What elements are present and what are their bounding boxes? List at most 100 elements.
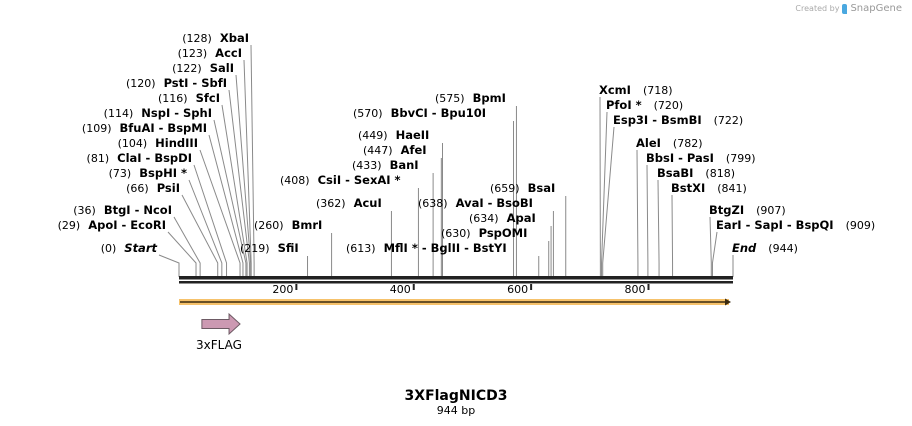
cut-site-hindiii[interactable]: HindIII (104) bbox=[118, 136, 198, 150]
site-position: (219) bbox=[240, 242, 270, 255]
cut-site-nspi[interactable]: NspI - SphI (114) bbox=[104, 106, 212, 120]
site-name: NspI - SphI bbox=[141, 106, 212, 120]
site-position: (109) bbox=[82, 122, 112, 135]
tick-label: 600 bbox=[507, 283, 528, 296]
site-position: (447) bbox=[363, 144, 393, 157]
cut-site-pspomi[interactable]: (630) PspOMI bbox=[441, 226, 527, 240]
site-name: PstI - SbfI bbox=[164, 76, 227, 90]
cut-site-xcmi[interactable]: XcmI (718) bbox=[599, 83, 673, 97]
site-name: AccI bbox=[215, 46, 242, 60]
cut-site-csii[interactable]: (408) CsiI - SexAI * bbox=[280, 173, 401, 187]
site-position: (613) bbox=[346, 242, 376, 255]
site-position: (659) bbox=[490, 182, 520, 195]
site-name: PspOMI bbox=[479, 226, 528, 240]
site-name: SalI bbox=[210, 61, 234, 75]
site-position: (841) bbox=[717, 182, 747, 195]
site-name: ClaI - BspDI bbox=[117, 151, 192, 165]
site-position: (718) bbox=[643, 84, 673, 97]
site-name: BmrI bbox=[292, 218, 323, 232]
site-position: (116) bbox=[158, 92, 188, 105]
cut-site-psti[interactable]: PstI - SbfI (120) bbox=[126, 76, 227, 90]
cut-site-bsai[interactable]: (659) BsaI bbox=[490, 181, 555, 195]
site-position: (0) bbox=[101, 242, 117, 255]
site-position: (408) bbox=[280, 174, 310, 187]
site-position: (944) bbox=[768, 242, 798, 255]
cut-site-bstxi[interactable]: BstXI (841) bbox=[671, 181, 747, 195]
snapgene-credit: Created by SnapGene bbox=[795, 3, 902, 14]
cut-site-clai[interactable]: ClaI - BspDI (81) bbox=[87, 151, 192, 165]
site-name: AleI bbox=[636, 136, 661, 150]
cut-site-sfci[interactable]: SfcI (116) bbox=[158, 91, 220, 105]
cut-site-bbsi[interactable]: BbsI - PasI (799) bbox=[646, 151, 756, 165]
site-position: (128) bbox=[182, 32, 212, 45]
site-position: (433) bbox=[352, 159, 382, 172]
orf-arrow[interactable] bbox=[179, 298, 731, 306]
cut-site-pfoi[interactable]: PfoI * (720) bbox=[606, 98, 683, 112]
cut-site-bani[interactable]: (433) BanI bbox=[352, 158, 419, 172]
site-position: (630) bbox=[441, 227, 471, 240]
site-name: AvaI - BsoBI bbox=[456, 196, 533, 210]
cut-site-start[interactable]: Start (0) bbox=[101, 241, 158, 255]
site-name: AcuI bbox=[354, 196, 382, 210]
cut-site-apoi[interactable]: ApoI - EcoRI (29) bbox=[58, 218, 166, 232]
site-name: BfuAI - BspMI bbox=[120, 121, 207, 135]
cut-site-bmri[interactable]: (260) BmrI bbox=[254, 218, 322, 232]
tick-label: 800 bbox=[624, 283, 645, 296]
cut-site-eari[interactable]: EarI - SapI - BspQI (909) bbox=[716, 218, 875, 232]
tick-label: 400 bbox=[390, 283, 411, 296]
cut-site-bfuai[interactable]: BfuAI - BspMI (109) bbox=[82, 121, 207, 135]
cut-site-haeii[interactable]: (449) HaeII bbox=[358, 128, 429, 142]
site-position: (120) bbox=[126, 77, 156, 90]
site-name: MflI * - BglII - BstYI bbox=[384, 241, 507, 255]
site-position: (782) bbox=[673, 137, 703, 150]
site-name: Esp3I - BsmBI bbox=[613, 113, 702, 127]
site-position: (909) bbox=[846, 219, 876, 232]
tick-label: 200 bbox=[272, 283, 293, 296]
site-position: (907) bbox=[756, 204, 786, 217]
cut-site-afei[interactable]: (447) AfeI bbox=[363, 143, 427, 157]
site-name: XbaI bbox=[220, 31, 249, 45]
cut-site-sfii[interactable]: (219) SfiI bbox=[240, 241, 299, 255]
features-track: 3xFLAG bbox=[179, 298, 731, 352]
site-name: PsiI bbox=[157, 181, 180, 195]
site-name: HaeII bbox=[396, 128, 430, 142]
cut-site-esp3i[interactable]: Esp3I - BsmBI (722) bbox=[613, 113, 743, 127]
cut-site-alei[interactable]: AleI (782) bbox=[636, 136, 703, 150]
site-position: (36) bbox=[73, 204, 96, 217]
cut-site-xbai[interactable]: XbaI (128) bbox=[182, 31, 249, 45]
site-position: (362) bbox=[316, 197, 346, 210]
ruler-ticks: 200 400 600 800 bbox=[272, 283, 650, 296]
site-position: (570) bbox=[353, 107, 383, 120]
cut-site-bpmi[interactable]: (575) BpmI bbox=[435, 91, 506, 105]
cut-site-avai[interactable]: (638) AvaI - BsoBI bbox=[418, 196, 533, 210]
cut-site-bsabi[interactable]: BsaBI (818) bbox=[657, 166, 735, 180]
site-position: (818) bbox=[705, 167, 735, 180]
cut-site-acui[interactable]: (362) AcuI bbox=[316, 196, 382, 210]
feature-3xflag[interactable]: 3xFLAG bbox=[196, 312, 242, 352]
site-position: (449) bbox=[358, 129, 388, 142]
site-position: (722) bbox=[714, 114, 744, 127]
credit-brand: SnapGene bbox=[850, 3, 902, 14]
site-position: (73) bbox=[109, 167, 132, 180]
cut-site-bsphi[interactable]: BspHI * (73) bbox=[109, 166, 187, 180]
cut-site-acci[interactable]: AccI (123) bbox=[178, 46, 242, 60]
cut-site-btgzi[interactable]: BtgZI (907) bbox=[709, 203, 786, 217]
site-name: BanI bbox=[390, 158, 419, 172]
cut-site-bbvci[interactable]: (570) BbvCI - Bpu10I bbox=[353, 106, 486, 120]
cut-site-end[interactable]: End (944) bbox=[732, 241, 798, 255]
site-name: BbvCI - Bpu10I bbox=[391, 106, 486, 120]
cut-site-psii[interactable]: PsiI (66) bbox=[126, 181, 180, 195]
cut-site-apai[interactable]: (634) ApaI bbox=[469, 211, 536, 225]
sequence-backbone bbox=[179, 276, 733, 284]
site-position: (123) bbox=[178, 47, 208, 60]
site-position: (720) bbox=[654, 99, 684, 112]
sequence-title: 3XFlagNICD3 bbox=[405, 388, 508, 404]
site-name: CsiI - SexAI * bbox=[318, 173, 401, 187]
cut-site-mfli[interactable]: (613) MflI * - BglII - BstYI bbox=[346, 241, 507, 255]
site-position: (575) bbox=[435, 92, 465, 105]
site-position: (799) bbox=[726, 152, 756, 165]
feature-label: 3xFLAG bbox=[196, 338, 242, 352]
cut-site-sali[interactable]: SalI (122) bbox=[172, 61, 234, 75]
cut-site-btgi[interactable]: BtgI - NcoI (36) bbox=[73, 203, 172, 217]
site-name: BpmI bbox=[473, 91, 506, 105]
